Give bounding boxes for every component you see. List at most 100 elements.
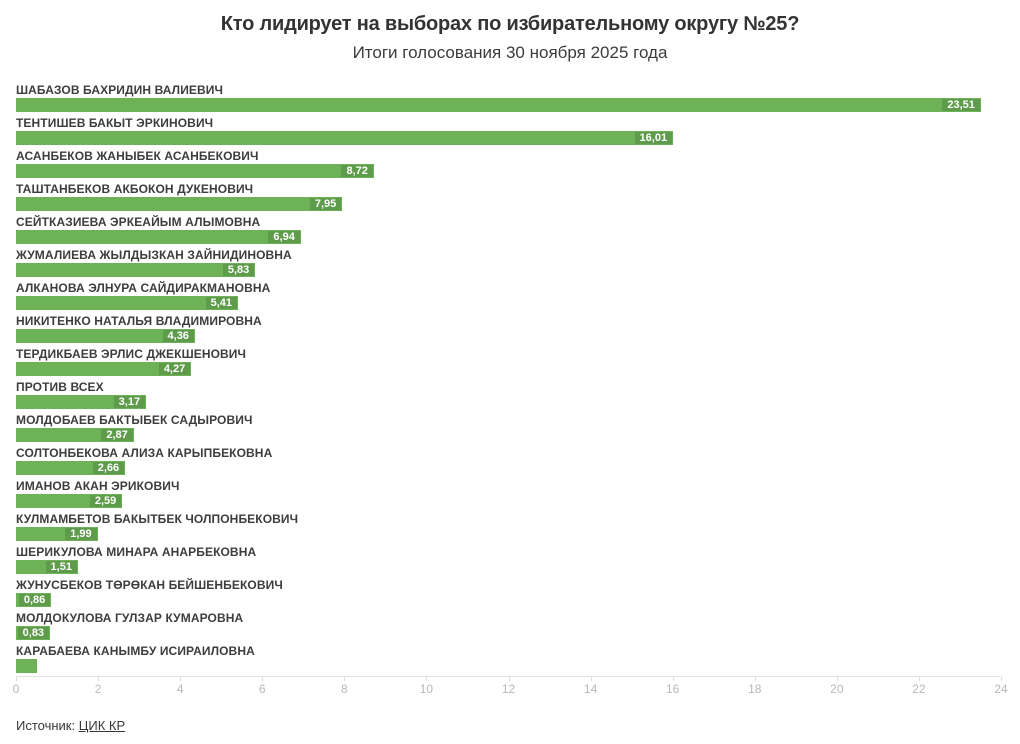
- x-axis-tick-mark: [262, 677, 264, 681]
- bar-value-label: 2,87: [101, 429, 133, 441]
- candidate-name-label: ЖУНУСБЕКОВ ТӨРӨКАН БЕЙШЕНБЕКОВИЧ: [16, 578, 283, 592]
- chart-title: Кто лидирует на выборах по избирательном…: [220, 13, 800, 35]
- x-axis-tick-mark: [180, 677, 182, 681]
- bar-value-label: 4,27: [158, 363, 191, 375]
- x-axis-tick-mark: [426, 677, 428, 681]
- candidate-name-label: КАРАБАЕВА КАНЫМБУ ИСИРАИЛОВНА: [16, 644, 255, 658]
- bar-value-label: 6,94: [268, 231, 300, 243]
- x-axis: 0 2 4 6 8 10 12 14 16 18 20 22 24: [12, 676, 1008, 698]
- bar-value-label: 16,01: [634, 132, 673, 144]
- x-axis-tick-label: 24: [994, 682, 1008, 696]
- x-axis-tick-label: 0: [12, 682, 20, 696]
- candidate-name-label: МОЛДОБАЕВ БАКТЫБЕК САДЫРОВИЧ: [16, 413, 253, 427]
- bar-row: ТАШТАНБЕКОВ АКБОКОН ДУКЕНОВИЧ 7,95: [16, 182, 1001, 215]
- source-note: Источник: ЦИК КР: [16, 718, 1020, 733]
- chart-header: Кто лидирует на выборах по избирательном…: [0, 12, 1020, 63]
- bar-value-label: 1,51: [45, 561, 77, 573]
- x-axis-tick-label: 12: [501, 682, 516, 696]
- chart-subtitle: Итоги голосования 30 ноября 2025 года: [352, 43, 668, 62]
- bar: 1,51: [16, 560, 78, 574]
- bar-track: 4,36: [16, 329, 1001, 343]
- x-axis-tick-mark: [344, 677, 346, 681]
- bar: 1,99: [16, 527, 98, 541]
- bar-track: 2,59: [16, 494, 1001, 508]
- candidate-name-label: ШАБАЗОВ БАХРИДИН ВАЛИЕВИЧ: [16, 83, 224, 97]
- candidate-name-label: ТАШТАНБЕКОВ АКБОКОН ДУКЕНОВИЧ: [16, 182, 254, 196]
- source-prefix: Источник:: [16, 718, 76, 733]
- bar-row: МОЛДОБАЕВ БАКТЫБЕК САДЫРОВИЧ 2,87: [16, 413, 1001, 446]
- bar-value-label: 1,99: [65, 528, 97, 540]
- bar-track: [16, 659, 1001, 673]
- x-axis-tick-mark: [918, 677, 920, 681]
- bar-row: МОЛДОКУЛОВА ГУЛЗАР КУМАРОВНА 0,83: [16, 611, 1001, 644]
- candidate-name-label: АЛКАНОВА ЭЛНУРА САЙДИРАКМАНОВНА: [16, 281, 271, 295]
- bar-chart: ШАБАЗОВ БАХРИДИН ВАЛИЕВИЧ 23,51 ТЕНТИШЕВ Б…: [12, 83, 1008, 698]
- bar-track: 8,72: [16, 164, 1001, 178]
- bar-row: ПРОТИВ ВСЕХ 3,17: [16, 380, 1001, 413]
- candidate-name-label: АСАНБЕКОВ ЖАНЫБЕК АСАНБЕКОВИЧ: [16, 149, 259, 163]
- x-axis-tick-label: 14: [583, 682, 598, 696]
- bar-track: 1,51: [16, 560, 1001, 574]
- candidate-name-label: ШЕРИКУЛОВА МИНАРА АНАРБЕКОВНА: [16, 545, 257, 559]
- bar-track: 5,83: [16, 263, 1001, 277]
- bar-track: 0,86: [16, 593, 1001, 607]
- bar: 8,72: [16, 164, 374, 178]
- x-axis-tick-mark: [16, 677, 17, 681]
- bar-row: КАРАБАЕВА КАНЫМБУ ИСИРАИЛОВНА: [16, 644, 1001, 677]
- x-axis-tick-label: 18: [748, 682, 762, 696]
- bar: 0,83: [16, 626, 51, 640]
- bar-row: ЖУМАЛИЕВА ЖЫЛДЫЗКАН ЗАЙНИДИНОВНА 5,83: [16, 248, 1001, 281]
- source-link[interactable]: ЦИК КР: [78, 718, 126, 733]
- bar: 2,59: [16, 494, 123, 508]
- bar-value-label: 3,17: [113, 396, 146, 408]
- bar-value-label: 23,51: [942, 99, 980, 111]
- bar-value-label: 5,41: [205, 297, 238, 309]
- bar-row: КУЛМАМБЕТОВ БАКЫТБЕК ЧОЛПОНБЕКОВИЧ 1,99: [16, 512, 1001, 545]
- bar-row: ИМАНОВ АКАН ЭРИКОВИЧ 2,59: [16, 479, 1001, 512]
- bar: 5,83: [16, 263, 256, 277]
- bar: 2,87: [16, 428, 134, 442]
- bar-track: 2,87: [16, 428, 1001, 442]
- x-axis-tick-mark: [508, 677, 510, 681]
- x-axis-tick-mark: [590, 677, 592, 681]
- bar: 6,94: [16, 230, 301, 244]
- bar-row: АСАНБЕКОВ ЖАНЫБЕК АСАНБЕКОВИЧ 8,72: [16, 149, 1001, 182]
- bar-track: 23,51: [16, 98, 1001, 112]
- x-axis-tick-label: 10: [419, 682, 434, 696]
- candidate-name-label: ЖУМАЛИЕВА ЖЫЛДЫЗКАН ЗАЙНИДИНОВНА: [16, 248, 292, 262]
- bar: 23,51: [16, 98, 981, 112]
- bar-row: СОЛТОНБЕКОВА АЛИЗА КАРЫПБЕКОВНА 2,66: [16, 446, 1001, 479]
- bar-row: ТЕНТИШЕВ БАКЫТ ЭРКИНОВИЧ 16,01: [16, 116, 1001, 149]
- bar-track: 1,99: [16, 527, 1001, 541]
- bar-rows: ШАБАЗОВ БАХРИДИН ВАЛИЕВИЧ 23,51 ТЕНТИШЕВ Б…: [16, 83, 1001, 677]
- bar: 0,86: [16, 593, 52, 607]
- bar-row: ШЕРИКУЛОВА МИНАРА АНАРБЕКОВНА 1,51: [16, 545, 1001, 578]
- bar-row: ШАБАЗОВ БАХРИДИН ВАЛИЕВИЧ 23,51: [16, 83, 1001, 116]
- bar: 4,27: [16, 362, 192, 376]
- bar-track: 7,95: [16, 197, 1001, 211]
- bar-value-label: 0,83: [17, 627, 50, 639]
- bar-track: 2,66: [16, 461, 1001, 475]
- candidate-name-label: ТЕРДИКБАЕВ ЭРЛИС ДЖЕКШЕНОВИЧ: [16, 347, 247, 361]
- x-axis-tick-label: 2: [94, 682, 102, 696]
- bar: 5,41: [16, 296, 239, 310]
- candidate-name-label: СЕЙТКАЗИЕВА ЭРКЕАЙЫМ АЛЫМОВНА: [16, 215, 261, 229]
- bar-track: 3,17: [16, 395, 1001, 409]
- candidate-name-label: ИМАНОВ АКАН ЭРИКОВИЧ: [16, 479, 180, 493]
- x-axis-tick-label: 4: [176, 682, 184, 696]
- bar-value-label: 4,36: [162, 330, 194, 342]
- bar: 4,36: [16, 329, 195, 343]
- bar-value-label: 0,86: [18, 594, 51, 606]
- bar: 3,17: [16, 395, 147, 409]
- x-axis-tick-label: 16: [665, 682, 680, 696]
- candidate-name-label: ТЕНТИШЕВ БАКЫТ ЭРКИНОВИЧ: [16, 116, 214, 130]
- bar-track: 16,01: [16, 131, 1001, 145]
- x-axis-tick-mark: [672, 677, 674, 681]
- candidate-name-label: КУЛМАМБЕТОВ БАКЫТБЕК ЧОЛПОНБЕКОВИЧ: [16, 512, 299, 526]
- bar-value-label: 5,83: [222, 264, 255, 276]
- candidate-name-label: НИКИТЕНКО НАТАЛЬЯ ВЛАДИМИРОВНА: [16, 314, 262, 328]
- bar-track: 4,27: [16, 362, 1001, 376]
- x-axis-tick-mark: [98, 677, 100, 681]
- candidate-name-label: МОЛДОКУЛОВА ГУЛЗАР КУМАРОВНА: [16, 611, 244, 625]
